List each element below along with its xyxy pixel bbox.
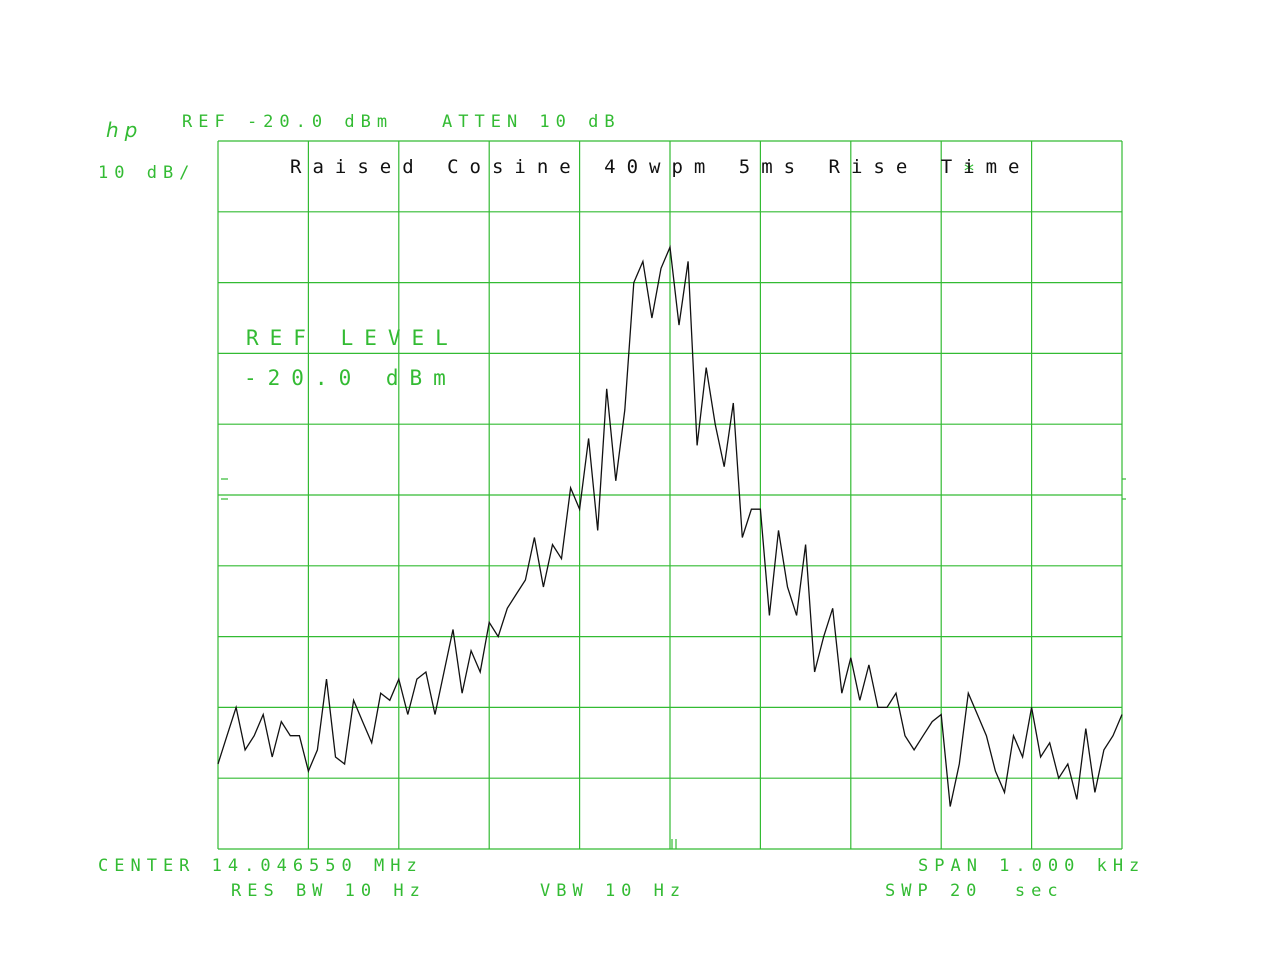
sweep-readout: SWP 20 sec — [885, 881, 1064, 901]
ref-level-label: REF LEVEL — [246, 326, 459, 350]
spectrum-trace — [217, 244, 1123, 807]
graticule — [217, 140, 1123, 850]
vbw-readout: VBW 10 Hz — [540, 881, 687, 901]
ref-level-value: -20.0 dBm — [244, 366, 457, 390]
hp-logo: hp — [106, 118, 144, 142]
center-frequency: CENTER 14.046550 MHz — [98, 856, 423, 876]
res-bw-readout: RES BW 10 Hz — [231, 881, 426, 901]
marker-asterisk: * — [964, 159, 974, 183]
atten-readout: ATTEN 10 dB — [442, 112, 621, 132]
ref-readout: REF -20.0 dBm — [182, 112, 394, 132]
chart-title: Raised Cosine 40wpm 5ms Rise Time — [290, 156, 1031, 178]
span-readout: SPAN 1.000 kHz — [918, 856, 1146, 876]
scale-readout: 10 dB/ — [98, 163, 196, 183]
edge-ticks — [221, 478, 1126, 849]
